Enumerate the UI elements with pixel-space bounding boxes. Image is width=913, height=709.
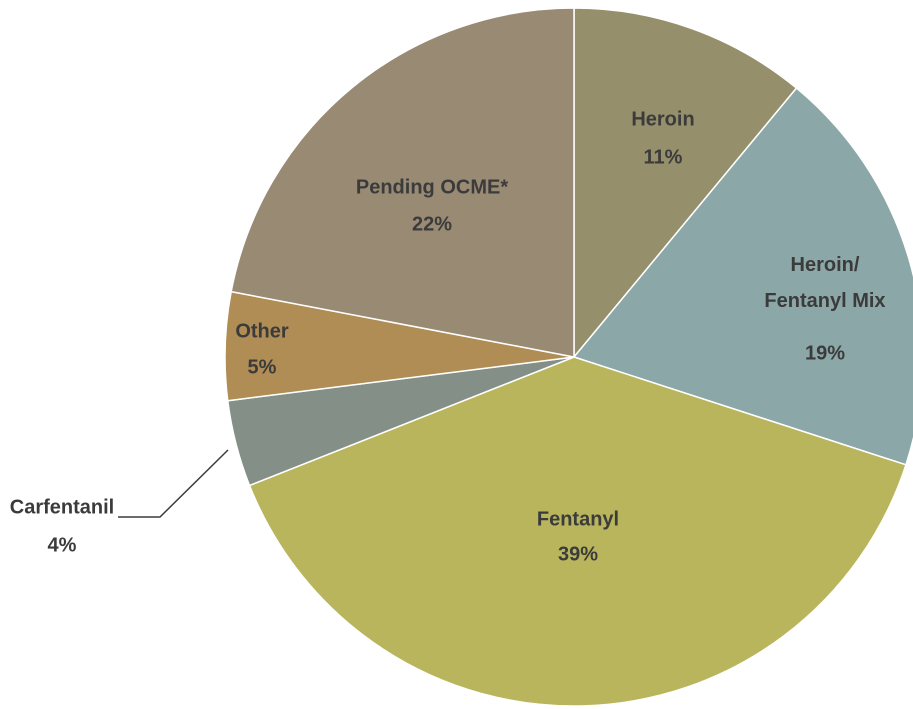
slice-label-line: Fentanyl Mix: [764, 290, 885, 312]
pie-slice: [572, 87, 913, 466]
leader-line: [118, 449, 229, 518]
pie-slice: [248, 356, 907, 707]
pie-slice: [230, 7, 575, 358]
slice-value-label: 22%: [412, 213, 452, 235]
slice-value-label: 4%: [48, 534, 77, 556]
pie-slice: [573, 7, 798, 360]
slice-value-label: 11%: [644, 146, 683, 168]
slice-label: Heroin: [631, 108, 694, 130]
slice-label: Fentanyl: [537, 508, 619, 530]
slice-label: Other: [235, 320, 289, 342]
slice-value-label: 19%: [805, 342, 845, 364]
slice-label: Heroin/Fentanyl Mix: [764, 254, 885, 312]
slice-label-line: Heroin/: [791, 254, 860, 276]
slice-value-label: 5%: [248, 356, 277, 378]
slice-label: Carfentanil: [10, 496, 114, 518]
slice-label: Pending OCME*: [356, 176, 508, 198]
slice-value-label: 39%: [558, 543, 598, 565]
